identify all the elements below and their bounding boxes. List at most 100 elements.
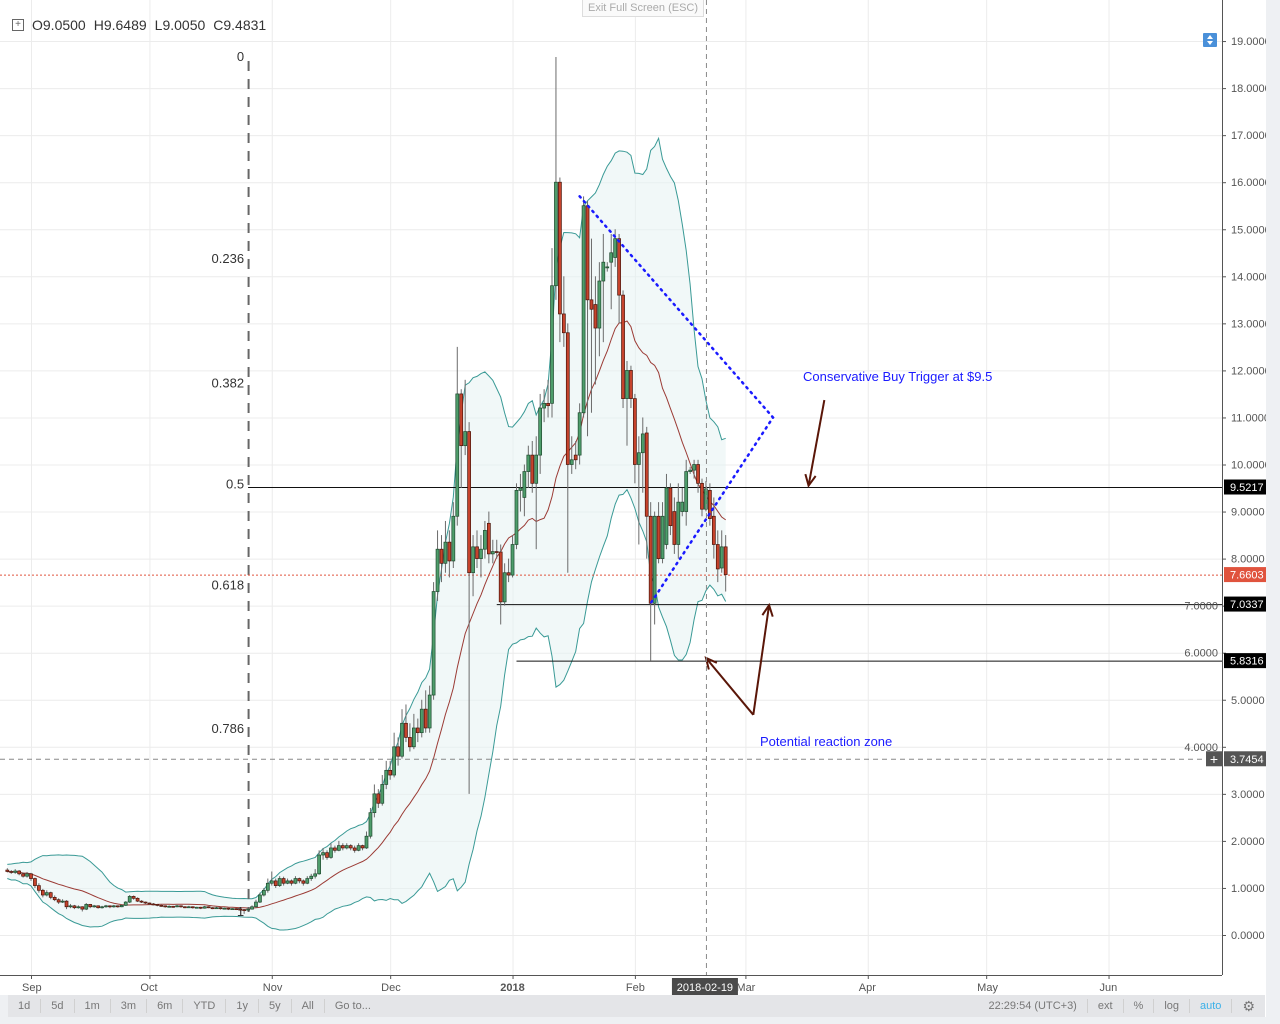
candle-up bbox=[254, 901, 258, 908]
candle-down bbox=[648, 515, 653, 604]
range-5y-button[interactable]: 5y bbox=[259, 999, 292, 1013]
gear-icon[interactable]: ⚙ bbox=[1242, 998, 1255, 1014]
candle-down bbox=[439, 548, 444, 564]
candle-up bbox=[187, 906, 191, 909]
candle-up bbox=[412, 727, 416, 748]
ext-toggle[interactable]: ext bbox=[1088, 999, 1124, 1013]
candle-down bbox=[633, 398, 637, 465]
level-price-label: 9.5217 bbox=[1230, 482, 1264, 494]
crosshair-price-label: 3.7454 bbox=[1230, 754, 1264, 766]
range-6m-button[interactable]: 6m bbox=[147, 999, 184, 1013]
candle-down bbox=[151, 903, 156, 906]
range-1y-button[interactable]: 1y bbox=[226, 999, 259, 1013]
candle-up bbox=[277, 878, 282, 886]
price-chart[interactable]: 0 0.236 0.382 0.5 0.618 0.786 1 2018-02-19 0.0… bbox=[0, 0, 1280, 995]
candle-up bbox=[265, 882, 270, 891]
arrow-line[interactable] bbox=[705, 657, 755, 716]
crosshair-date-label: 2018-02-19 bbox=[677, 982, 733, 994]
candle-up bbox=[455, 393, 460, 517]
candle-up bbox=[25, 873, 29, 877]
bottom-strip bbox=[0, 1017, 1280, 1024]
candle-down bbox=[348, 845, 353, 849]
candle-down bbox=[281, 878, 286, 884]
arrows[interactable] bbox=[704, 399, 826, 716]
level-price-label-box bbox=[1224, 653, 1268, 669]
candle-up bbox=[167, 905, 171, 908]
y-tick-label: 9.0000 bbox=[1231, 507, 1265, 519]
candle-down bbox=[88, 904, 93, 908]
candle-down bbox=[475, 546, 479, 559]
candle-up bbox=[522, 471, 527, 498]
y-tick-label: 10.0000 bbox=[1231, 460, 1271, 472]
candle-up bbox=[605, 266, 610, 269]
dotted-trend-line[interactable] bbox=[578, 195, 775, 605]
candle-down bbox=[238, 908, 243, 911]
range-1d-button[interactable]: 1d bbox=[8, 999, 42, 1013]
scale-toggle-icon[interactable] bbox=[1203, 33, 1217, 47]
plus-square-icon[interactable]: + bbox=[12, 19, 24, 31]
y-tick-label: 19.0000 bbox=[1231, 36, 1271, 48]
y-tick-label: 11.0000 bbox=[1231, 412, 1270, 424]
legend-low: L9.0050 bbox=[154, 17, 206, 33]
candle-up bbox=[84, 904, 89, 910]
fib-level-label: 0.786 bbox=[212, 721, 245, 736]
x-tick-label: Dec bbox=[381, 982, 401, 994]
candle-down bbox=[139, 900, 144, 903]
candle-up bbox=[337, 845, 341, 851]
range-ytd-button[interactable]: YTD bbox=[183, 999, 227, 1013]
fib-level-label: 0 bbox=[237, 49, 244, 64]
log-toggle[interactable]: log bbox=[1154, 999, 1191, 1013]
annotation-buy-trigger[interactable]: Conservative Buy Trigger at $9.5 bbox=[803, 369, 993, 384]
price-axis[interactable]: 0.0000 1.0000 2.0000 3.0000 4.0000 5.0000 6.00… bbox=[1184, 36, 1270, 942]
candle-down bbox=[467, 431, 471, 574]
plus-icon[interactable] bbox=[1206, 751, 1222, 767]
range-all-button[interactable]: All bbox=[292, 999, 325, 1013]
candle-down bbox=[530, 454, 535, 484]
candle-up bbox=[597, 280, 602, 329]
candle-down bbox=[617, 238, 621, 296]
candle-down bbox=[210, 907, 215, 910]
range-5d-button[interactable]: 5d bbox=[41, 999, 75, 1013]
left-strip bbox=[0, 995, 8, 1017]
candle-down bbox=[301, 880, 306, 884]
exit-fullscreen-button[interactable]: Exit Full Screen (ESC) bbox=[582, 0, 704, 17]
candle-down bbox=[108, 905, 112, 908]
candle-down bbox=[289, 880, 294, 884]
candle-down bbox=[644, 432, 649, 517]
candle-down bbox=[593, 304, 598, 329]
horizontal-levels[interactable] bbox=[0, 487, 1222, 662]
time-axis[interactable]: Sep Oct Nov Dec 2018 Feb Mar Apr May Jun bbox=[22, 975, 1117, 994]
candle-down bbox=[64, 900, 69, 908]
candle-up bbox=[577, 412, 582, 456]
candle-down bbox=[388, 769, 393, 776]
trend-lines[interactable] bbox=[578, 195, 775, 605]
goto-button[interactable]: Go to... bbox=[334, 1000, 371, 1012]
annotation-reaction-zone[interactable]: Potential reaction zone bbox=[760, 734, 893, 749]
candle-up bbox=[285, 880, 290, 884]
candle-up bbox=[660, 515, 665, 559]
y-tick-label: 15.0000 bbox=[1231, 224, 1271, 236]
x-tick-label: Sep bbox=[22, 982, 42, 994]
candle-down bbox=[589, 299, 594, 310]
range-1m-button[interactable]: 1m bbox=[75, 999, 111, 1013]
candle-down bbox=[573, 454, 578, 461]
candle-up bbox=[68, 905, 73, 908]
candle-down bbox=[447, 541, 452, 562]
candle-up bbox=[688, 469, 692, 472]
range-3m-button[interactable]: 3m bbox=[111, 999, 148, 1013]
percent-toggle[interactable]: % bbox=[1124, 999, 1155, 1013]
fibonacci-retracement[interactable]: 0 0.236 0.382 0.5 0.618 0.786 1 bbox=[212, 49, 250, 919]
candle-down bbox=[340, 845, 345, 849]
y-tick-label: 18.0000 bbox=[1231, 83, 1271, 95]
clock[interactable]: 22:29:54 (UTC+3) bbox=[979, 999, 1088, 1013]
arrow-line[interactable] bbox=[807, 399, 826, 486]
arrow-line[interactable] bbox=[752, 605, 771, 715]
candle-up bbox=[119, 905, 124, 908]
candle-down bbox=[561, 313, 566, 334]
auto-toggle[interactable]: auto bbox=[1190, 999, 1233, 1013]
y-tick-label: 7.0000 bbox=[1184, 601, 1218, 613]
candle-up bbox=[258, 894, 262, 903]
candle-up bbox=[613, 238, 618, 258]
candle-up bbox=[538, 407, 543, 456]
candle-up bbox=[664, 487, 669, 545]
